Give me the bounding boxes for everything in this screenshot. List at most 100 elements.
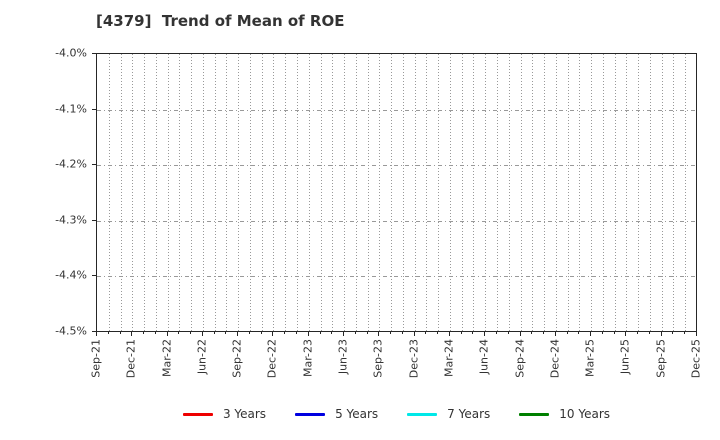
vertical-gridline bbox=[144, 54, 146, 331]
legend-line-icon-10-years bbox=[519, 412, 550, 416]
x-minor-tick-mark bbox=[390, 332, 392, 334]
vertical-gridline bbox=[332, 54, 334, 331]
legend-label: 5 Years bbox=[335, 407, 379, 421]
x-minor-tick-mark bbox=[401, 332, 403, 334]
legend-label: 7 Years bbox=[447, 407, 491, 421]
x-tick-mark bbox=[554, 332, 556, 336]
y-tick-label: -4.5% bbox=[55, 324, 87, 338]
vertical-gridline bbox=[214, 54, 216, 331]
vertical-gridline bbox=[473, 54, 475, 331]
x-minor-tick-mark bbox=[648, 332, 650, 334]
vertical-gridline bbox=[544, 54, 546, 331]
x-tick-label: Dec-22 bbox=[265, 339, 279, 379]
vertical-gridline bbox=[508, 54, 510, 331]
vertical-gridline bbox=[626, 54, 628, 331]
vertical-gridline bbox=[673, 54, 675, 331]
chart-title: [4379] Trend of Mean of ROE bbox=[96, 12, 345, 30]
x-tick-mark bbox=[166, 332, 168, 336]
x-tick-label: Dec-25 bbox=[689, 339, 703, 379]
x-tick-mark bbox=[696, 332, 697, 336]
x-minor-tick-mark bbox=[566, 332, 568, 334]
x-minor-tick-mark bbox=[225, 332, 227, 334]
x-minor-tick-mark bbox=[260, 332, 262, 334]
vertical-gridline bbox=[567, 54, 569, 331]
x-tick-mark bbox=[519, 332, 521, 336]
x-tick-label: Dec-21 bbox=[124, 339, 138, 379]
x-minor-tick-mark bbox=[543, 332, 545, 334]
vertical-gridline bbox=[449, 54, 451, 331]
x-minor-tick-mark bbox=[637, 332, 639, 334]
x-minor-tick-mark bbox=[296, 332, 297, 334]
vertical-gridline bbox=[344, 54, 346, 331]
vertical-gridline bbox=[379, 54, 381, 331]
vertical-gridline bbox=[485, 54, 487, 331]
x-tick-label: Jun-22 bbox=[195, 339, 209, 375]
vertical-gridline bbox=[532, 54, 534, 331]
vertical-gridline bbox=[414, 54, 416, 331]
y-tick-label: -4.1% bbox=[55, 102, 87, 116]
y-tick-label: -4.3% bbox=[55, 213, 87, 227]
x-minor-tick-mark bbox=[613, 332, 615, 334]
x-minor-tick-mark bbox=[331, 332, 333, 334]
x-minor-tick-mark bbox=[531, 332, 533, 334]
legend-item-3-years: 3 Years bbox=[182, 407, 266, 421]
x-tick-mark bbox=[484, 332, 486, 336]
vertical-gridline bbox=[438, 54, 440, 331]
legend-label: 10 Years bbox=[559, 407, 611, 421]
vertical-gridline bbox=[297, 54, 298, 331]
vertical-gridline bbox=[167, 54, 169, 331]
vertical-gridline bbox=[391, 54, 393, 331]
y-tick-label: -4.0% bbox=[55, 46, 87, 60]
x-minor-tick-mark bbox=[354, 332, 356, 334]
x-minor-tick-mark bbox=[319, 332, 321, 334]
vertical-gridline bbox=[355, 54, 357, 331]
x-tick-label: Mar-24 bbox=[442, 339, 456, 378]
x-minor-tick-mark bbox=[460, 332, 462, 334]
x-tick-mark bbox=[343, 332, 345, 336]
x-tick-label: Sep-21 bbox=[89, 339, 103, 378]
legend-line-icon-5-years bbox=[295, 412, 326, 416]
y-tick-mark bbox=[92, 275, 96, 277]
vertical-gridline bbox=[661, 54, 663, 331]
x-minor-tick-mark bbox=[107, 332, 109, 334]
x-tick-mark bbox=[237, 332, 239, 336]
x-tick-label: Sep-23 bbox=[371, 339, 385, 378]
x-tick-mark bbox=[272, 332, 274, 336]
x-minor-tick-mark bbox=[496, 332, 497, 334]
vertical-gridline bbox=[226, 54, 228, 331]
x-minor-tick-mark bbox=[143, 332, 145, 334]
x-minor-tick-mark bbox=[119, 332, 121, 334]
x-tick-label: Sep-22 bbox=[230, 339, 244, 378]
vertical-gridline bbox=[273, 54, 275, 331]
x-minor-tick-mark bbox=[190, 332, 192, 334]
y-tick-mark bbox=[92, 108, 96, 110]
vertical-gridline bbox=[520, 54, 522, 331]
vertical-gridline bbox=[461, 54, 463, 331]
vertical-gridline bbox=[155, 54, 157, 331]
x-minor-tick-mark bbox=[425, 332, 427, 334]
vertical-gridline bbox=[120, 54, 122, 331]
y-tick-mark bbox=[92, 331, 96, 332]
x-tick-mark bbox=[131, 332, 133, 336]
horizontal-gridline bbox=[97, 109, 696, 111]
x-tick-mark bbox=[307, 332, 309, 336]
y-tick-label: -4.4% bbox=[55, 268, 87, 282]
x-tick-mark bbox=[96, 332, 97, 336]
y-tick-mark bbox=[92, 53, 96, 54]
x-minor-tick-mark bbox=[178, 332, 180, 334]
horizontal-gridline bbox=[97, 165, 696, 167]
x-minor-tick-mark bbox=[507, 332, 509, 334]
x-tick-mark bbox=[660, 332, 662, 336]
vertical-gridline bbox=[402, 54, 404, 331]
vertical-gridline bbox=[249, 54, 251, 331]
vertical-gridline bbox=[685, 54, 687, 331]
x-tick-label: Sep-25 bbox=[654, 339, 668, 378]
vertical-gridline bbox=[179, 54, 181, 331]
vertical-gridline bbox=[108, 54, 110, 331]
vertical-gridline bbox=[579, 54, 581, 331]
vertical-gridline bbox=[285, 54, 287, 331]
legend-line-icon-7-years bbox=[407, 412, 438, 416]
x-tick-label: Sep-24 bbox=[513, 339, 527, 378]
legend-line-icon-3-years bbox=[182, 412, 213, 416]
